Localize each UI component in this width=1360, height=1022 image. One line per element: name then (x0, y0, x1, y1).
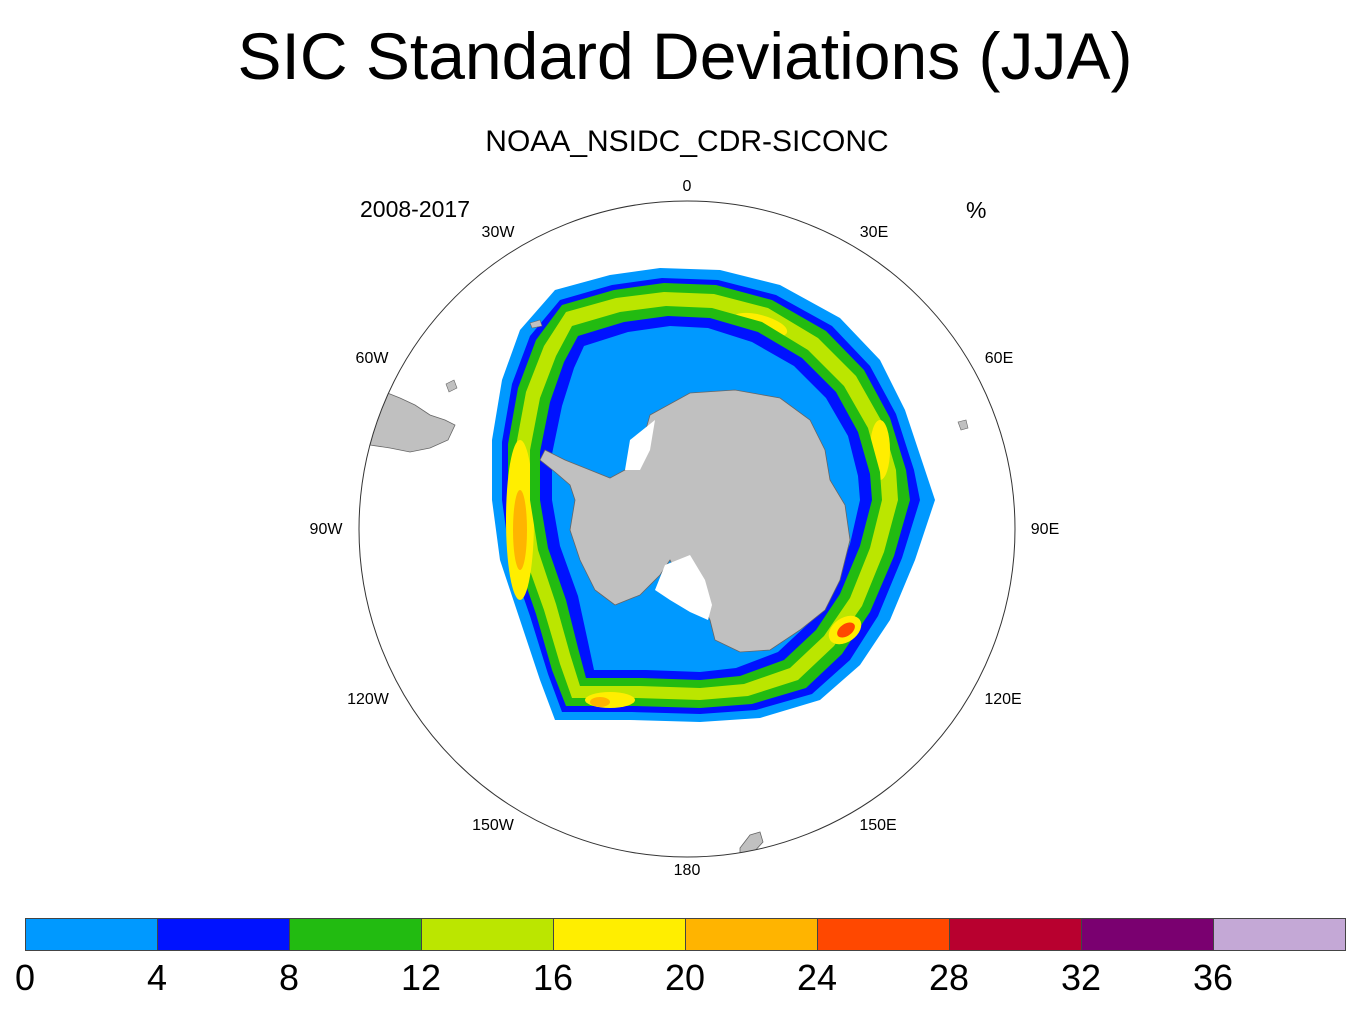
colorbar-swatch (553, 918, 686, 951)
map-content (359, 268, 969, 857)
colorbar-tick-label: 36 (1192, 957, 1234, 998)
colorbar-swatch (685, 918, 818, 951)
lon-label-60w: 60W (356, 350, 390, 367)
colorbar-swatch (1081, 918, 1214, 951)
colorbar-swatch (157, 918, 290, 951)
lon-label-150w: 150W (472, 817, 515, 834)
page-title: SIC Standard Deviations (JJA) (237, 19, 1133, 93)
ice-hotspot-ross-core (837, 622, 855, 638)
colorbar-tick-label: 12 (400, 957, 442, 998)
ronne-ice-shelf (625, 420, 655, 470)
falkland-islands (445, 379, 458, 393)
colorbar-tick-label: 24 (796, 957, 838, 998)
ross-ice-shelf (655, 555, 712, 620)
colorbar-tick-label: 32 (1060, 957, 1102, 998)
lon-label-90w: 90W (310, 521, 344, 538)
period-label: 2008-2017 (360, 196, 470, 222)
colorbar-tick-label: 4 (146, 957, 168, 998)
lon-label-60e: 60E (985, 350, 1013, 367)
kerguelen-island (957, 419, 969, 431)
polar-map: 0 30E 60E 90E 120E 150E 180 150W 120W 90… (310, 178, 1060, 879)
longitude-labels: 0 30E 60E 90E 120E 150E 180 150W 120W 90… (310, 178, 1060, 879)
colorbar-tick-label: 0 (14, 957, 36, 998)
lon-label-90e: 90E (1031, 521, 1059, 538)
colorbar-swatch (289, 918, 422, 951)
lon-label-150e: 150E (859, 817, 896, 834)
lon-label-180: 180 (674, 862, 701, 879)
ice-hotspot-weddell-core (513, 490, 527, 570)
colorbar-swatch (25, 918, 158, 951)
globe-boundary (358, 200, 1016, 858)
colorbar-tick-label: 28 (928, 957, 970, 998)
new-zealand-land (739, 831, 764, 857)
south-america-land (359, 391, 456, 453)
lon-label-0: 0 (683, 178, 692, 195)
dataset-subtitle: NOAA_NSIDC_CDR-SICONC (485, 125, 889, 158)
colorbar-swatch (421, 918, 554, 951)
colorbar-swatch (817, 918, 950, 951)
lon-label-120w: 120W (347, 691, 390, 708)
units-label: % (966, 197, 987, 223)
colorbar-swatch (1213, 918, 1346, 951)
colorbar-tick-label: 16 (532, 957, 574, 998)
ice-hotspot-amundsen-core (590, 697, 610, 707)
lon-label-30w: 30W (482, 224, 516, 241)
colorbar-tick-label: 20 (664, 957, 706, 998)
colorbar-swatch (949, 918, 1082, 951)
lon-label-120e: 120E (984, 691, 1021, 708)
south-georgia-island (529, 319, 543, 329)
colorbar-tick-label: 8 (278, 957, 300, 998)
lon-label-30e: 30E (860, 224, 888, 241)
